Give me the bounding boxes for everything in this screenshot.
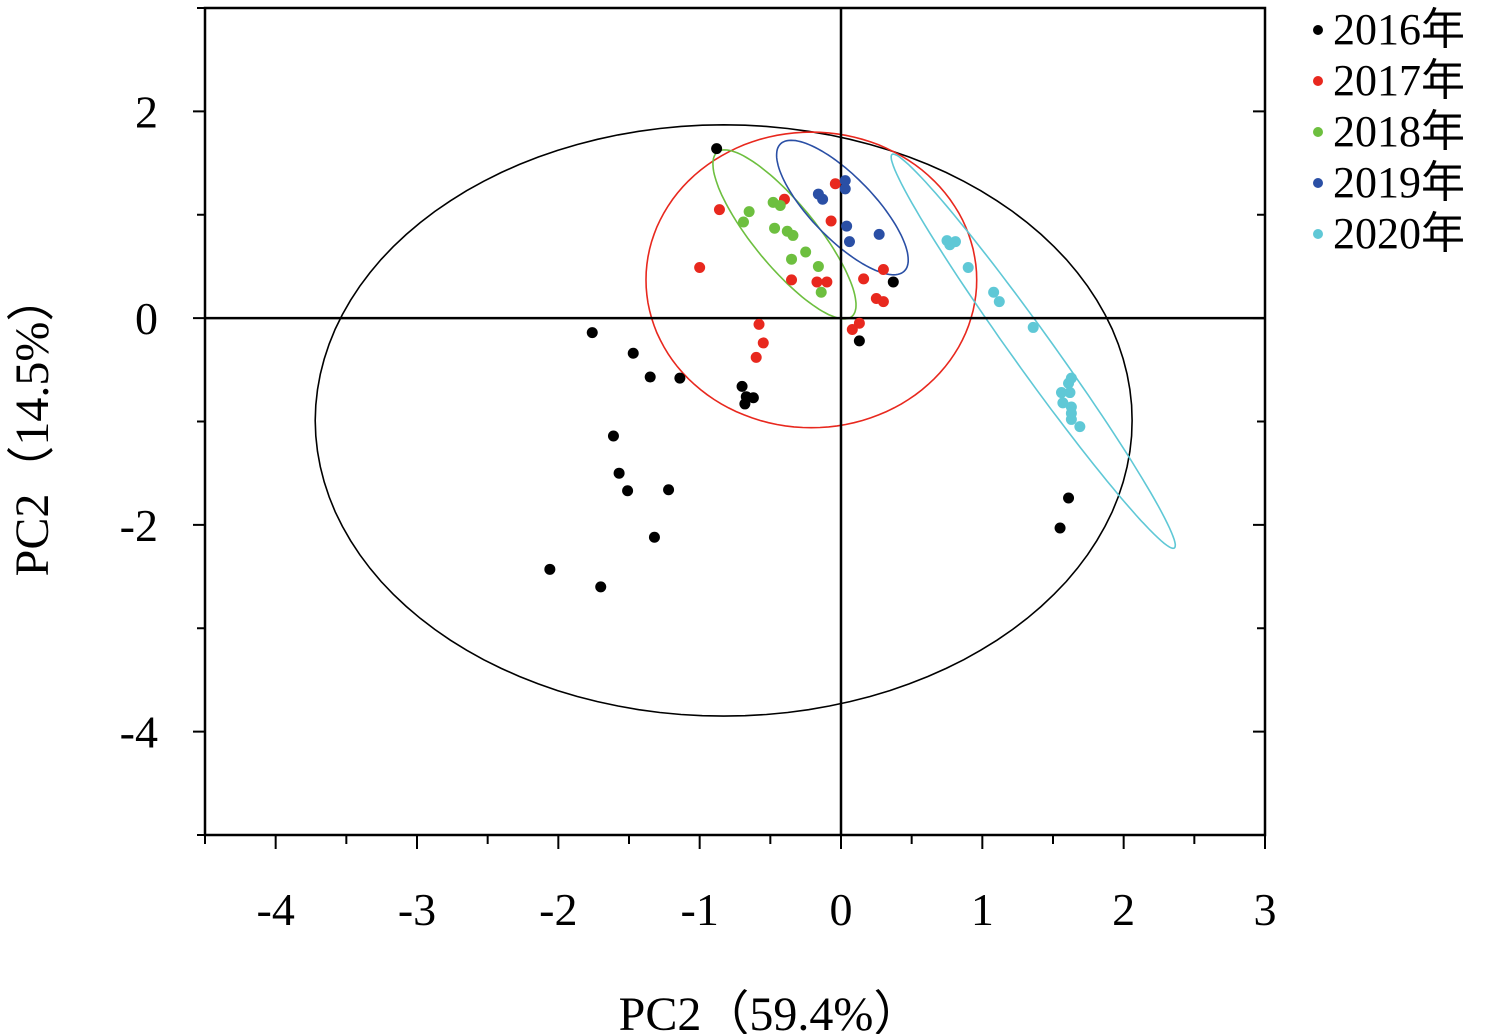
- data-point: [757, 337, 769, 349]
- data-point: [786, 253, 798, 265]
- data-point: [674, 372, 686, 384]
- data-point: [607, 430, 619, 442]
- data-point: [944, 239, 956, 251]
- data-point: [750, 351, 762, 363]
- legend-label: 2020年: [1333, 209, 1465, 258]
- legend-marker: [1313, 229, 1323, 239]
- x-tick-label: 2: [1112, 884, 1135, 935]
- x-tick-label: 3: [1254, 884, 1277, 935]
- data-points: [544, 143, 1086, 593]
- data-point: [841, 220, 853, 232]
- data-point: [1065, 413, 1077, 425]
- data-point: [800, 246, 812, 258]
- data-point: [753, 318, 765, 330]
- data-point: [613, 467, 625, 479]
- data-point: [839, 175, 851, 187]
- data-point: [739, 398, 751, 410]
- confidence-ellipses: [314, 123, 1177, 717]
- data-point: [1054, 522, 1066, 534]
- axes: [193, 6, 1267, 849]
- x-tick-label: 0: [830, 884, 853, 935]
- ellipse-2019年: [775, 139, 909, 276]
- legend-label: 2016年: [1333, 5, 1465, 54]
- legend-label: 2018年: [1333, 107, 1465, 156]
- legend-marker: [1313, 76, 1323, 86]
- data-point: [737, 216, 749, 228]
- ellipse-2017年: [645, 131, 978, 429]
- data-point: [858, 273, 870, 285]
- data-point: [769, 222, 781, 234]
- data-point: [713, 204, 725, 216]
- data-point: [843, 236, 855, 248]
- data-point: [877, 264, 889, 276]
- data-point: [821, 276, 833, 288]
- data-point: [743, 206, 755, 218]
- data-point: [988, 286, 1000, 298]
- tick-labels: -4 -3 -2 -1 0 1 2 3 2 0 -2 -4: [120, 86, 1277, 935]
- data-point: [787, 229, 799, 241]
- data-point: [1027, 321, 1039, 333]
- data-point: [846, 323, 858, 335]
- data-point: [817, 193, 829, 205]
- data-point: [622, 485, 634, 497]
- data-point: [747, 392, 759, 404]
- x-tick-label: -3: [398, 884, 436, 935]
- legend-marker: [1313, 25, 1323, 35]
- data-point: [663, 484, 675, 496]
- data-point: [1063, 492, 1075, 504]
- x-tick-label: -4: [257, 884, 295, 935]
- data-point: [648, 531, 660, 543]
- data-point: [627, 347, 639, 359]
- data-point: [853, 317, 865, 329]
- x-axis-label: PC2（59.4%）: [619, 988, 922, 1034]
- x-tick-label: -2: [539, 884, 577, 935]
- data-point: [586, 327, 598, 339]
- data-point: [815, 286, 827, 298]
- data-point: [962, 261, 974, 273]
- data-point: [774, 199, 786, 211]
- data-point: [873, 228, 885, 240]
- y-tick-label: -4: [120, 707, 158, 758]
- data-point: [736, 380, 748, 392]
- ellipse-2020年: [890, 153, 1177, 550]
- data-point: [839, 183, 851, 195]
- y-tick-label: -2: [120, 500, 158, 551]
- legend-marker: [1313, 127, 1323, 137]
- ellipse-2016年: [314, 123, 1133, 717]
- data-point: [595, 581, 607, 593]
- data-point: [811, 276, 823, 288]
- legend-label: 2017年: [1333, 56, 1465, 105]
- legend-label: 2019年: [1333, 158, 1465, 207]
- data-point: [1074, 421, 1086, 433]
- legend-marker: [1313, 178, 1323, 188]
- data-point: [812, 260, 824, 272]
- y-axis-label: PC2（14.5%）: [6, 274, 59, 577]
- data-point: [694, 261, 706, 273]
- data-point: [877, 296, 889, 308]
- data-point: [544, 563, 556, 575]
- data-point: [786, 274, 798, 286]
- data-point: [825, 215, 837, 227]
- data-point: [1055, 387, 1067, 399]
- data-point: [853, 335, 865, 347]
- y-tick-label: 0: [135, 293, 158, 344]
- data-point: [711, 143, 723, 155]
- data-point: [993, 296, 1005, 308]
- data-point: [1057, 397, 1069, 409]
- data-point: [887, 276, 899, 288]
- data-point: [1064, 387, 1076, 399]
- data-point: [644, 371, 656, 383]
- x-tick-label: -1: [681, 884, 719, 935]
- x-tick-label: 1: [971, 884, 994, 935]
- data-point: [829, 178, 841, 190]
- data-point: [1063, 377, 1075, 389]
- y-tick-label: 2: [135, 86, 158, 137]
